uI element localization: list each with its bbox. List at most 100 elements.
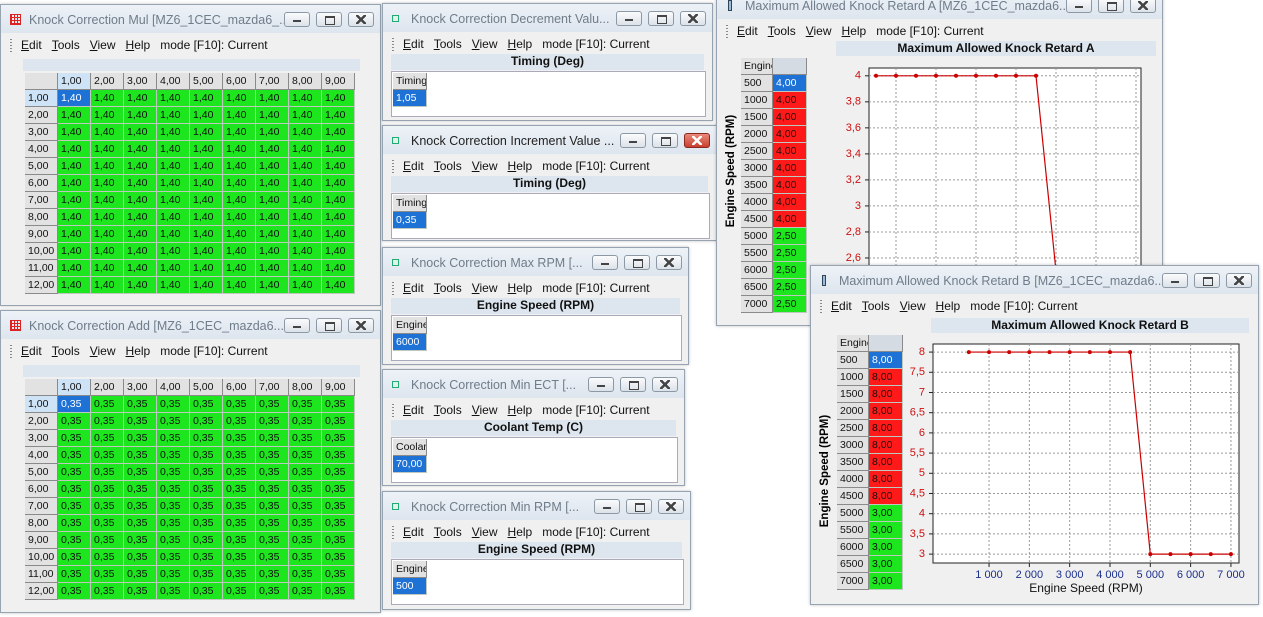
- menu-item[interactable]: Tools: [51, 344, 80, 358]
- row-header: 10,00: [25, 243, 58, 260]
- close-button[interactable]: [652, 377, 678, 392]
- minimize-button[interactable]: [616, 11, 642, 26]
- menu-item[interactable]: Tools: [433, 281, 462, 295]
- maximize-glyph: [1203, 277, 1213, 286]
- menu-item[interactable]: Help: [507, 403, 533, 417]
- close-button[interactable]: [680, 11, 706, 26]
- table-cell: 4,00: [773, 126, 807, 143]
- table-cell: 1,40: [256, 107, 289, 124]
- close-button[interactable]: [658, 499, 684, 514]
- table-cell: 1,40: [289, 209, 322, 226]
- menu-item[interactable]: Edit: [403, 281, 424, 295]
- menu-item[interactable]: View: [89, 344, 116, 358]
- menu-item[interactable]: View: [471, 159, 498, 173]
- row-header: 4,00: [25, 141, 58, 158]
- minimize-button[interactable]: [1162, 273, 1188, 288]
- menu-item[interactable]: Edit: [403, 159, 424, 173]
- menu-item[interactable]: Help: [841, 24, 867, 38]
- menu-item[interactable]: View: [471, 403, 498, 417]
- menu-item[interactable]: View: [471, 525, 498, 539]
- close-button[interactable]: [348, 12, 374, 27]
- menu-item[interactable]: Edit: [21, 344, 42, 358]
- window-title: Knock Correction Min ECT [...: [411, 378, 577, 392]
- menu-item[interactable]: Edit: [403, 525, 424, 539]
- maximize-button[interactable]: [620, 377, 646, 392]
- minimize-button[interactable]: [594, 499, 620, 514]
- value-cell: 70,00: [393, 456, 427, 473]
- menu-item[interactable]: View: [805, 24, 832, 38]
- menu-item[interactable]: Help: [507, 281, 533, 295]
- close-glyph: [356, 321, 366, 330]
- minimize-button[interactable]: [1066, 0, 1092, 13]
- table-cell: 1,40: [256, 192, 289, 209]
- table-cell: 1,40: [322, 277, 355, 294]
- x-tick-label: 1 000: [975, 569, 1003, 581]
- menu-item[interactable]: Tools: [433, 403, 462, 417]
- table-cell: 8,00: [869, 488, 903, 505]
- menu-item[interactable]: Edit: [403, 403, 424, 417]
- table-cell: 0,35: [157, 413, 190, 430]
- menu-bar: Edit Tools View Help mode [F10]: Current: [383, 276, 688, 300]
- close-button[interactable]: [1226, 273, 1252, 288]
- maximize-button[interactable]: [624, 255, 650, 270]
- menu-item[interactable]: Help: [125, 344, 151, 358]
- title-bar: Knock Correction Increment Value ...: [383, 126, 716, 154]
- menu-item[interactable]: Edit: [403, 37, 424, 51]
- table-cell: 0,35: [256, 447, 289, 464]
- menu-item[interactable]: View: [471, 37, 498, 51]
- table-cell: 1,40: [91, 158, 124, 175]
- close-button[interactable]: [1130, 0, 1156, 13]
- menu-item[interactable]: Edit: [21, 38, 42, 52]
- table-cell: 0,35: [91, 498, 124, 515]
- row-header: 5500: [837, 522, 869, 539]
- minimize-button[interactable]: [284, 318, 310, 333]
- table-cell: 0,35: [256, 583, 289, 600]
- title-bar: Maximum Allowed Knock Retard A [MZ6_1CEC…: [717, 0, 1162, 19]
- menu-item[interactable]: View: [899, 299, 926, 313]
- menu-item[interactable]: Edit: [831, 299, 852, 313]
- menu-item[interactable]: View: [89, 38, 116, 52]
- table-cell: 1,40: [91, 192, 124, 209]
- close-button[interactable]: [348, 318, 374, 333]
- close-button[interactable]: [684, 133, 710, 148]
- window: Knock Correction Min ECT [... Edit Tools Vi…: [382, 369, 685, 486]
- minimize-button[interactable]: [620, 133, 646, 148]
- heading: Engine Speed (RPM): [391, 298, 680, 314]
- menu-item[interactable]: Help: [507, 525, 533, 539]
- maximize-button[interactable]: [1194, 273, 1220, 288]
- menu-item[interactable]: Help: [125, 38, 151, 52]
- menu-item[interactable]: Tools: [861, 299, 890, 313]
- close-button[interactable]: [656, 255, 682, 270]
- maximize-button[interactable]: [648, 11, 674, 26]
- column-header: 3,00: [124, 73, 157, 90]
- menu-item[interactable]: Help: [507, 159, 533, 173]
- maximize-button[interactable]: [652, 133, 678, 148]
- menu-item[interactable]: View: [471, 281, 498, 295]
- column-header: [869, 335, 903, 352]
- maximize-button[interactable]: [316, 12, 342, 27]
- menu-item[interactable]: Edit: [737, 24, 758, 38]
- x-tick-label: 4 000: [1096, 569, 1124, 581]
- menu-item[interactable]: Help: [935, 299, 961, 313]
- minimize-button[interactable]: [592, 255, 618, 270]
- column-header: 6,00: [223, 73, 256, 90]
- window-title: Maximum Allowed Knock Retard A [MZ6_1CEC…: [745, 0, 1070, 13]
- maximize-button[interactable]: [1098, 0, 1124, 13]
- y-tick-label: 2,8: [846, 226, 861, 238]
- maximize-button[interactable]: [316, 318, 342, 333]
- data-point: [914, 73, 918, 78]
- maximize-button[interactable]: [626, 499, 652, 514]
- menu-item[interactable]: Tools: [767, 24, 796, 38]
- menu-item[interactable]: Tools: [51, 38, 80, 52]
- menu-item[interactable]: Tools: [433, 525, 462, 539]
- menu-bar: Edit Tools View Help mode [F10]: Current: [383, 520, 690, 544]
- minimize-button[interactable]: [588, 377, 614, 392]
- value-box: [391, 193, 710, 239]
- menu-bar: Edit Tools View Help mode [F10]: Current: [811, 294, 1258, 318]
- menu-item[interactable]: Tools: [433, 159, 462, 173]
- minimize-button[interactable]: [284, 12, 310, 27]
- menu-item[interactable]: Tools: [433, 37, 462, 51]
- table-cell: 0,35: [256, 566, 289, 583]
- menu-item[interactable]: Help: [507, 37, 533, 51]
- row-header: 5000: [837, 505, 869, 522]
